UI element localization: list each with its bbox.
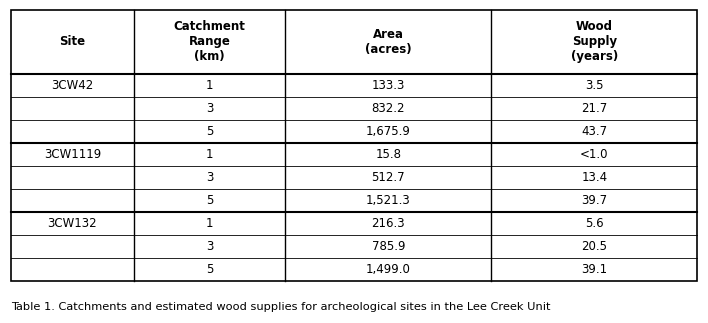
Text: 21.7: 21.7 [581,102,607,115]
Text: 3CW42: 3CW42 [51,79,93,92]
Text: 3: 3 [206,171,214,184]
Text: 5: 5 [206,125,214,138]
Text: 5: 5 [206,194,214,207]
Text: 13.4: 13.4 [581,171,607,184]
Text: 3CW1119: 3CW1119 [44,148,101,161]
Text: Wood
Supply
(years): Wood Supply (years) [571,20,618,64]
Text: Area
(acres): Area (acres) [365,28,411,56]
Text: Site: Site [59,36,86,48]
Text: 3: 3 [206,240,214,253]
Text: 3: 3 [206,102,214,115]
Text: 5: 5 [206,263,214,276]
Text: 832.2: 832.2 [372,102,405,115]
Text: 1,499.0: 1,499.0 [366,263,411,276]
Text: Table 1. Catchments and estimated wood supplies for archeological sites in the L: Table 1. Catchments and estimated wood s… [11,302,550,312]
Text: 1: 1 [206,217,214,230]
Text: 1: 1 [206,79,214,92]
Text: 216.3: 216.3 [372,217,405,230]
Text: 785.9: 785.9 [372,240,405,253]
Text: 512.7: 512.7 [372,171,405,184]
Text: 5.6: 5.6 [585,217,604,230]
Text: 1,675.9: 1,675.9 [366,125,411,138]
Text: 3.5: 3.5 [585,79,604,92]
Text: 39.1: 39.1 [581,263,607,276]
Text: 15.8: 15.8 [375,148,401,161]
Text: 20.5: 20.5 [581,240,607,253]
Text: 39.7: 39.7 [581,194,607,207]
Text: 3CW132: 3CW132 [47,217,97,230]
Text: 1: 1 [206,148,214,161]
Text: <1.0: <1.0 [580,148,609,161]
Text: 43.7: 43.7 [581,125,607,138]
Bar [11,10,697,281]
Text: 133.3: 133.3 [372,79,405,92]
Text: Catchment
Range
(km): Catchment Range (km) [174,20,246,64]
Text: 1,521.3: 1,521.3 [366,194,411,207]
